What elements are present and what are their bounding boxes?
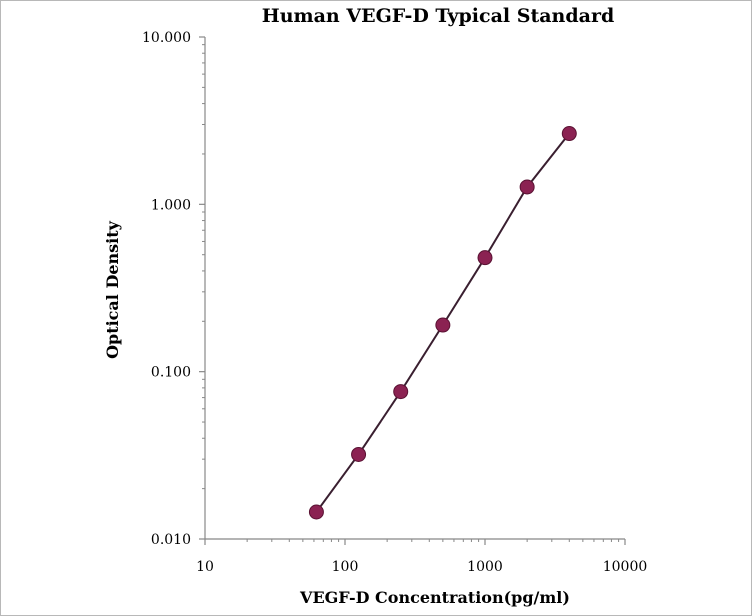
- data-point: [308, 504, 324, 520]
- data-point: [561, 126, 577, 142]
- plot-area: 0.010 0.100 1.000 10.000 10 100 1000 10000: [142, 30, 647, 575]
- y-tick-label: 0.010: [151, 532, 191, 548]
- x-tick-label: 100: [332, 559, 359, 575]
- chart-title: Human VEGF-D Typical Standard: [262, 5, 615, 27]
- data-point: [393, 384, 409, 400]
- x-tick-label: 10: [196, 559, 214, 575]
- data-point: [351, 446, 367, 462]
- y-tick-label: 10.000: [142, 30, 191, 46]
- y-tick-label: 1.000: [151, 197, 191, 213]
- y-axis-ticks: 0.010 0.100 1.000 10.000: [142, 30, 205, 548]
- x-tick-label: 10000: [603, 559, 648, 575]
- series-layer: [308, 126, 577, 520]
- data-point: [477, 250, 493, 266]
- x-tick-label: 1000: [467, 559, 503, 575]
- y-axis-label: Optical Density: [103, 220, 122, 359]
- data-point: [435, 317, 451, 333]
- x-axis-ticks: 10 100 1000 10000: [196, 539, 647, 575]
- x-axis-label: VEGF-D Concentration(pg/ml): [299, 588, 570, 607]
- data-point: [519, 179, 535, 195]
- y-tick-label: 0.100: [151, 365, 191, 381]
